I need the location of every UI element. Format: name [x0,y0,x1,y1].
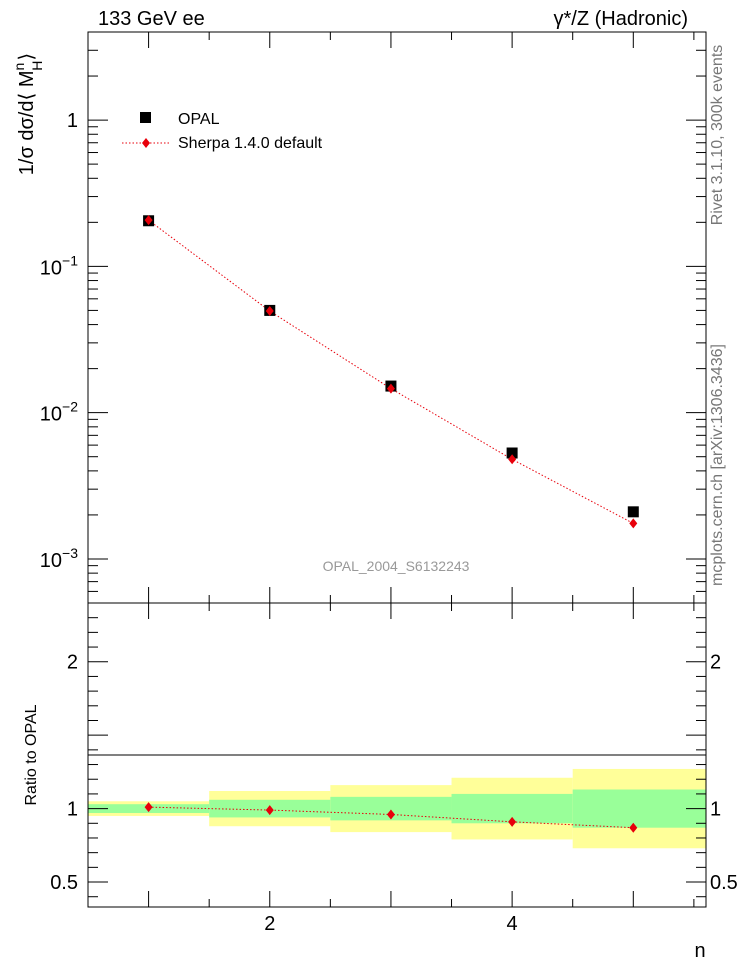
ratio-sherpa-point [386,809,395,820]
rivet-version-label: Rivet 3.1.10, 300k events [709,45,726,226]
legend-opal-marker [140,112,151,123]
ratio-x-tick-label: 2 [264,913,275,935]
main-y-tick-label: 10−2 [40,399,78,426]
legend-sherpa-label: Sherpa 1.4.0 default [178,135,323,152]
opal-point [506,447,518,459]
ratio-band-inner [572,789,706,828]
ratio-y-tick-label-right: 2 [710,652,721,674]
main-y-ticks: 10−3 10−2 10−1 1 [40,31,706,604]
sherpa-line [148,219,634,524]
ratio-sherpa-point [144,802,153,813]
legend: OPAL Sherpa 1.4.0 default [122,111,323,152]
ratio-plot-frame [87,602,707,908]
ratio-y-ticks: 0.5 0.5 1 1 2 2 [50,617,738,898]
ratio-x-tick-label: 4 [507,913,518,935]
sherpa-point [508,454,517,465]
main-x-ticks [148,32,695,603]
legend-sherpa-marker [142,138,150,148]
main-y-axis-label: 1/σ dσ/d⟨ Mn H⟩ [11,53,45,175]
mcplots-label: mcplots.cern.ch [arXiv:1306.3436] [709,344,726,586]
ratio-y-tick-label-right: 0.5 [710,872,738,894]
header-left-label: 133 GeV ee [98,8,205,30]
ratio-y-tick-label-left: 0.5 [50,872,78,894]
legend-opal-label: OPAL [178,111,220,128]
x-axis-label: n [694,940,705,962]
ratio-uncertainty-bands [88,768,706,849]
sherpa-point [386,383,395,394]
main-y-tick-label: 10−1 [40,252,78,279]
ratio-sherpa-point [629,822,638,833]
header-right-label: γ*/Z (Hadronic) [554,8,688,30]
main-panel: 10−3 10−2 10−1 1 OPAL_2004_S6132243 [40,31,707,604]
ratio-y-tick-label-left: 2 [67,652,78,674]
ratio-sherpa-point [265,805,274,816]
opal-point [627,506,639,518]
ratio-series [144,802,638,833]
main-series [143,215,639,529]
ratio-y-axis-label: Ratio to OPAL [23,704,40,805]
ratio-y-tick-label-right: 1 [710,799,721,821]
sherpa-point [629,518,638,529]
main-y-tick-label: 1 [67,110,78,132]
watermark: OPAL_2004_S6132243 [323,558,470,574]
ratio-band-inner [330,796,452,821]
sherpa-point [265,306,274,317]
sherpa-point [144,215,153,226]
ratio-y-tick-label-left: 1 [67,799,78,821]
main-y-tick-label: 10−3 [40,545,78,572]
ratio-sherpa-point [508,816,517,827]
